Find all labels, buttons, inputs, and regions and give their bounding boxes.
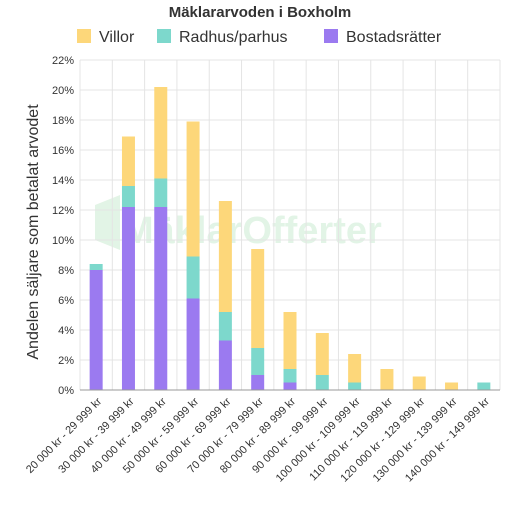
y-tick-label: 16% bbox=[52, 145, 74, 157]
y-tick-label: 4% bbox=[58, 325, 74, 337]
bar-segment-villor bbox=[380, 369, 394, 390]
bar-segment-radhus-parhus bbox=[218, 312, 232, 341]
legend-swatch bbox=[324, 29, 338, 43]
bar-segment-villor bbox=[218, 201, 232, 312]
legend-swatch bbox=[77, 29, 91, 43]
y-tick-label: 10% bbox=[52, 235, 74, 247]
y-tick-label: 6% bbox=[58, 295, 74, 307]
bar-segment-villor bbox=[283, 312, 297, 369]
bar-segment-bostadsr-tter bbox=[186, 298, 200, 390]
bar-segment-radhus-parhus bbox=[477, 382, 491, 390]
bar-segment-radhus-parhus bbox=[348, 382, 362, 390]
legend-label: Bostadsrätter bbox=[346, 29, 442, 46]
bar-segment-villor bbox=[445, 382, 459, 390]
bar-segment-bostadsr-tter bbox=[89, 270, 103, 390]
bar-segment-radhus-parhus bbox=[154, 178, 168, 207]
y-tick-label: 18% bbox=[52, 115, 74, 127]
bar-segment-villor bbox=[251, 249, 265, 348]
legend-label: Radhus/parhus bbox=[179, 29, 288, 46]
bar-segment-villor bbox=[121, 136, 135, 186]
chart-title: Mäklararvoden i Boxholm bbox=[169, 4, 352, 21]
bar-segment-bostadsr-tter bbox=[251, 375, 265, 390]
watermark-logo-icon bbox=[95, 195, 120, 250]
y-tick-label: 12% bbox=[52, 205, 74, 217]
y-tick-label: 22% bbox=[52, 55, 74, 67]
bar-segment-bostadsr-tter bbox=[154, 207, 168, 390]
bar-segment-radhus-parhus bbox=[315, 375, 329, 390]
bar-segment-radhus-parhus bbox=[121, 186, 135, 207]
legend-swatch bbox=[157, 29, 171, 43]
bar-segment-radhus-parhus bbox=[283, 369, 297, 383]
y-tick-label: 8% bbox=[58, 265, 74, 277]
bar-segment-bostadsr-tter bbox=[283, 382, 297, 390]
bar-segment-radhus-parhus bbox=[89, 264, 103, 270]
y-tick-label: 20% bbox=[52, 85, 74, 97]
legend-label: Villor bbox=[99, 29, 135, 46]
y-tick-label: 2% bbox=[58, 355, 74, 367]
bar-segment-villor bbox=[315, 333, 329, 375]
bars-layer bbox=[89, 87, 491, 390]
bar-segment-radhus-parhus bbox=[186, 256, 200, 299]
bar-segment-villor bbox=[186, 121, 200, 257]
bar-segment-bostadsr-tter bbox=[218, 340, 232, 390]
legend: Villor Radhus/parhus Bostadsrätter bbox=[77, 29, 442, 46]
bar-segment-villor bbox=[154, 87, 168, 179]
y-tick-label: 14% bbox=[52, 175, 74, 187]
bar-segment-villor bbox=[348, 354, 362, 383]
y-tick-label: 0% bbox=[58, 385, 74, 397]
bar-segment-bostadsr-tter bbox=[121, 207, 135, 390]
y-axis-label: Andelen säljare som betalat arvodet bbox=[25, 104, 42, 360]
bar-segment-radhus-parhus bbox=[251, 348, 265, 375]
bar-segment-villor bbox=[412, 376, 426, 390]
